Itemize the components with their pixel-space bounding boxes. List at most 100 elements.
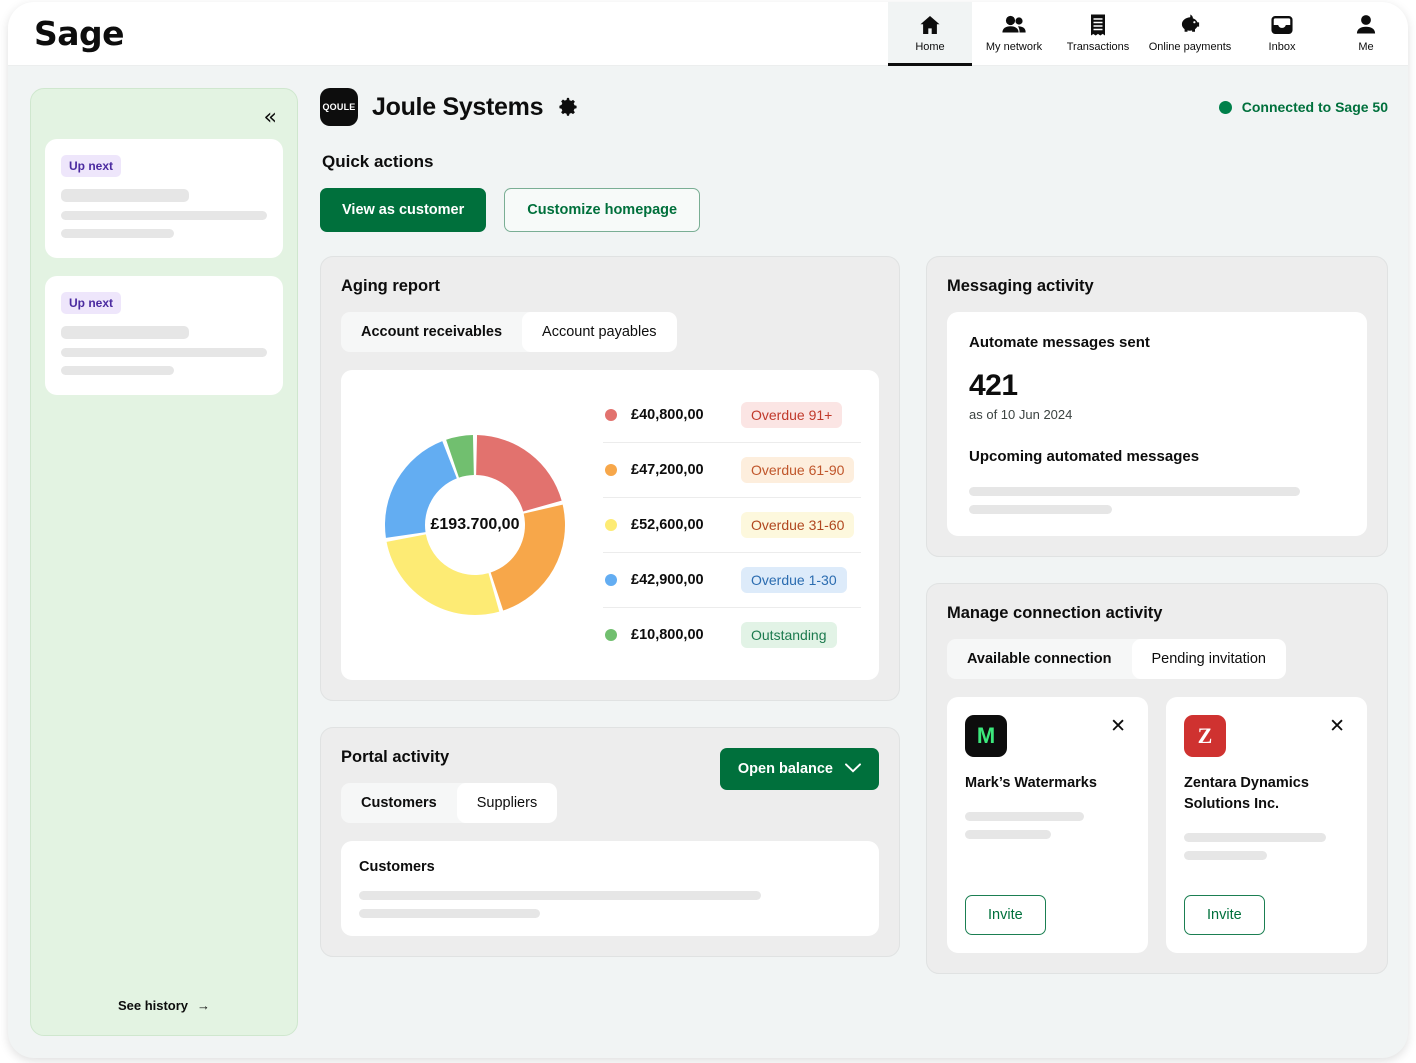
collapse-sidebar-icon[interactable]: « — [263, 105, 277, 130]
legend-color-dot — [605, 464, 617, 476]
nav-item-home-label: Home — [915, 40, 945, 53]
portal-activity-inner-card: Customers — [341, 841, 879, 936]
right-column: Messaging activity Automate messages sen… — [926, 256, 1388, 974]
legend-row[interactable]: £52,600,00 Overdue 31-60 — [603, 498, 861, 553]
app-window: Sage Home My network Transactions — [8, 2, 1408, 1058]
nav-item-me[interactable]: Me — [1324, 2, 1408, 66]
status-badge: Overdue 61-90 — [741, 457, 855, 483]
messages-sent-asof: as of 10 Jun 2024 — [969, 407, 1073, 422]
legend-row[interactable]: £47,200,00 Overdue 61-90 — [603, 443, 861, 498]
nav-item-online-payments-label: Online payments — [1148, 40, 1232, 53]
connection-name: Mark’s Watermarks — [965, 775, 1097, 791]
donut-segment[interactable] — [446, 435, 474, 478]
legend-row[interactable]: £42,900,00 Overdue 1-30 — [603, 553, 861, 608]
status-badge: Overdue 91+ — [741, 402, 843, 428]
main-content: QOULE Joule Systems Connected to Sage 50… — [320, 88, 1388, 1058]
arrow-right-icon: → — [197, 998, 211, 1013]
sidebar-up-next-card[interactable]: Up next — [45, 139, 283, 258]
legend-amount: £47,200,00 — [631, 462, 704, 478]
see-history-label: See history — [117, 998, 189, 1013]
legend-amount: £52,600,00 — [631, 517, 704, 533]
tab-pending-invitation[interactable]: Pending invitation — [1131, 639, 1286, 679]
people-icon — [1001, 12, 1027, 38]
view-as-customer-button[interactable]: View as customer — [320, 188, 487, 232]
chart-row: £193.700,00 £40,800,00 Overdue 91+ £47,200… — [359, 388, 861, 662]
open-balance-label: Open balance — [737, 761, 833, 777]
donut-segment[interactable] — [386, 534, 500, 615]
status-badge: Overdue 31-60 — [741, 512, 855, 538]
portal-activity-left: Portal activity Customers Suppliers — [341, 748, 558, 823]
close-icon[interactable]: ✕ — [1329, 716, 1345, 737]
invite-button[interactable]: Invite — [965, 895, 1046, 935]
tab-customers[interactable]: Customers — [361, 795, 437, 811]
messaging-activity-title: Messaging activity — [947, 277, 1094, 295]
donut-segment[interactable] — [476, 435, 562, 512]
sidebar-up-next-card[interactable]: Up next — [45, 276, 283, 395]
skeleton-line — [61, 326, 189, 339]
skeleton-line — [965, 830, 1051, 840]
legend-row[interactable]: £40,800,00 Overdue 91+ — [603, 388, 861, 443]
nav-item-transactions[interactable]: Transactions — [1056, 2, 1140, 66]
see-history-link[interactable]: See history → — [118, 998, 210, 1035]
page-title: Joule Systems — [372, 92, 544, 121]
nav-item-my-network[interactable]: My network — [972, 2, 1056, 66]
tab-account-payables[interactable]: Account payables — [522, 312, 677, 352]
sage-logo: Sage — [34, 14, 125, 53]
donut-svg — [385, 435, 565, 615]
page-title-row: QOULE Joule Systems — [320, 88, 579, 126]
upcoming-messages-label: Upcoming automated messages — [969, 448, 1200, 465]
nav-item-transactions-label: Transactions — [1066, 40, 1130, 53]
invite-button[interactable]: Invite — [1184, 895, 1265, 935]
skeleton-line — [61, 229, 175, 238]
nav-item-online-payments[interactable]: Online payments — [1140, 2, 1240, 66]
aging-report-panel: Aging report Account receivables Account… — [320, 256, 900, 701]
skeleton-line — [969, 487, 1300, 496]
page-header: QOULE Joule Systems Connected to Sage 50 — [320, 88, 1388, 126]
skeleton-line — [61, 189, 189, 202]
up-next-badge: Up next — [61, 155, 122, 177]
main-navigation: Home My network Transactions Online paym… — [888, 2, 1408, 66]
aging-report-title: Aging report — [341, 277, 440, 295]
donut-segment[interactable] — [490, 504, 565, 611]
messages-sent-value: 421 — [969, 369, 1018, 402]
aging-report-chart-card: £193.700,00 £40,800,00 Overdue 91+ £47,200… — [341, 370, 879, 680]
inbox-tray-icon — [1270, 12, 1294, 38]
sidebar: « Up next Up next See history → — [30, 88, 298, 1036]
portal-inner-title: Customers — [359, 859, 435, 875]
connection-status-label: Connected to Sage 50 — [1241, 99, 1388, 115]
nav-item-inbox[interactable]: Inbox — [1240, 2, 1324, 66]
close-icon[interactable]: ✕ — [1110, 716, 1126, 737]
connection-activity-title: Manage connection activity — [947, 604, 1163, 622]
connection-card: Z ✕ Zentara Dynamics Solutions Inc. Invi… — [1166, 697, 1367, 953]
avatar: M — [965, 715, 1007, 757]
legend-color-dot — [605, 629, 617, 641]
legend-amount: £10,800,00 — [631, 627, 704, 643]
status-badge: Overdue 1-30 — [741, 567, 847, 593]
tab-account-receivables[interactable]: Account receivables — [361, 324, 503, 340]
skeleton-line — [969, 505, 1112, 514]
connection-card: M ✕ Mark’s Watermarks Invite — [947, 697, 1148, 953]
nav-item-home[interactable]: Home — [888, 2, 972, 66]
aging-report-tabs: Account receivables Account payables — [341, 312, 677, 352]
left-column: Aging report Account receivables Account… — [320, 256, 900, 974]
page-body: « Up next Up next See history → — [8, 66, 1408, 1058]
donut-center-total: £193.700,00 — [430, 516, 520, 533]
avatar: Z — [1184, 715, 1226, 757]
connection-card-header: Z ✕ — [1184, 715, 1349, 757]
customize-homepage-button[interactable]: Customize homepage — [504, 188, 701, 232]
donut-segment[interactable] — [385, 441, 457, 538]
status-badge: Outstanding — [741, 622, 837, 648]
connection-activity-tabs: Available connection Pending invitation — [947, 639, 1286, 679]
legend-row[interactable]: £10,800,00 Outstanding — [603, 608, 861, 662]
nav-item-inbox-label: Inbox — [1268, 40, 1296, 53]
legend-color-dot — [605, 574, 617, 586]
org-logo: QOULE — [320, 88, 358, 126]
gear-icon[interactable] — [557, 96, 579, 118]
tab-available-connection[interactable]: Available connection — [967, 651, 1112, 667]
open-balance-button[interactable]: Open balance — [719, 748, 879, 790]
messages-sent-label: Automate messages sent — [969, 334, 1150, 351]
legend-amount: £42,900,00 — [631, 572, 704, 588]
tab-suppliers[interactable]: Suppliers — [456, 783, 558, 823]
skeleton-line — [1184, 833, 1326, 843]
legend-color-dot — [605, 409, 617, 421]
